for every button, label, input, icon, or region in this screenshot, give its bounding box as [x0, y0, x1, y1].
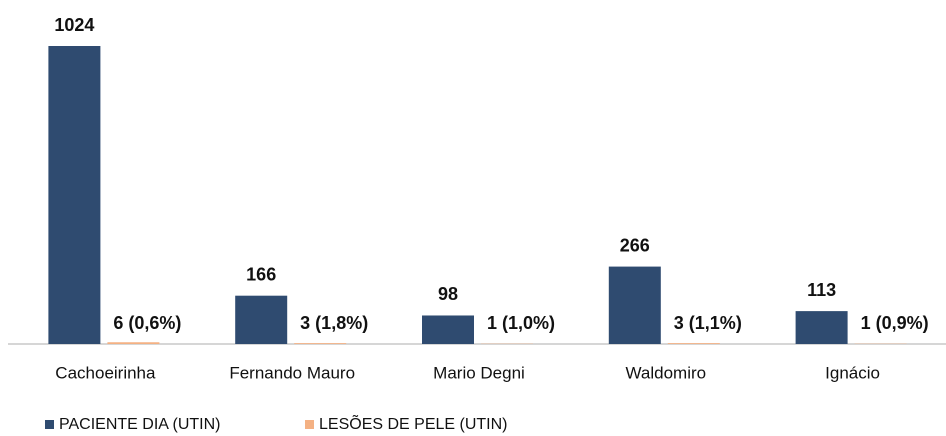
x-tick-label: Cachoeirinha [55, 363, 156, 382]
data-label: 1024 [54, 15, 94, 35]
legend-label: PACIENTE DIA (UTIN) [59, 416, 221, 433]
legend-swatch [305, 420, 314, 429]
bar [667, 343, 720, 344]
data-label: 3 (1,8%) [300, 313, 368, 333]
data-label: 266 [620, 235, 650, 255]
x-tick-label: Ignácio [825, 363, 880, 382]
data-label: 3 (1,1%) [674, 313, 742, 333]
data-label: 98 [438, 284, 458, 304]
x-tick-label: Mario Degni [433, 363, 525, 382]
bar [608, 266, 661, 344]
bar [422, 315, 474, 344]
data-label: 1 (1,0%) [487, 313, 555, 333]
bar [235, 295, 288, 344]
data-label: 6 (0,6%) [113, 313, 181, 333]
bar [48, 46, 101, 344]
legend-label: LESÕES DE PELE (UTIN) [319, 413, 508, 433]
bar [795, 311, 848, 344]
legend-swatch [45, 420, 54, 429]
data-label: 166 [246, 264, 276, 284]
x-tick-label: Fernando Mauro [229, 363, 355, 382]
x-tick-label: Waldomiro [625, 363, 706, 382]
bar [294, 343, 347, 344]
data-label: 113 [807, 280, 836, 300]
bar [107, 342, 160, 344]
data-label: 1 (0,9%) [861, 313, 929, 333]
